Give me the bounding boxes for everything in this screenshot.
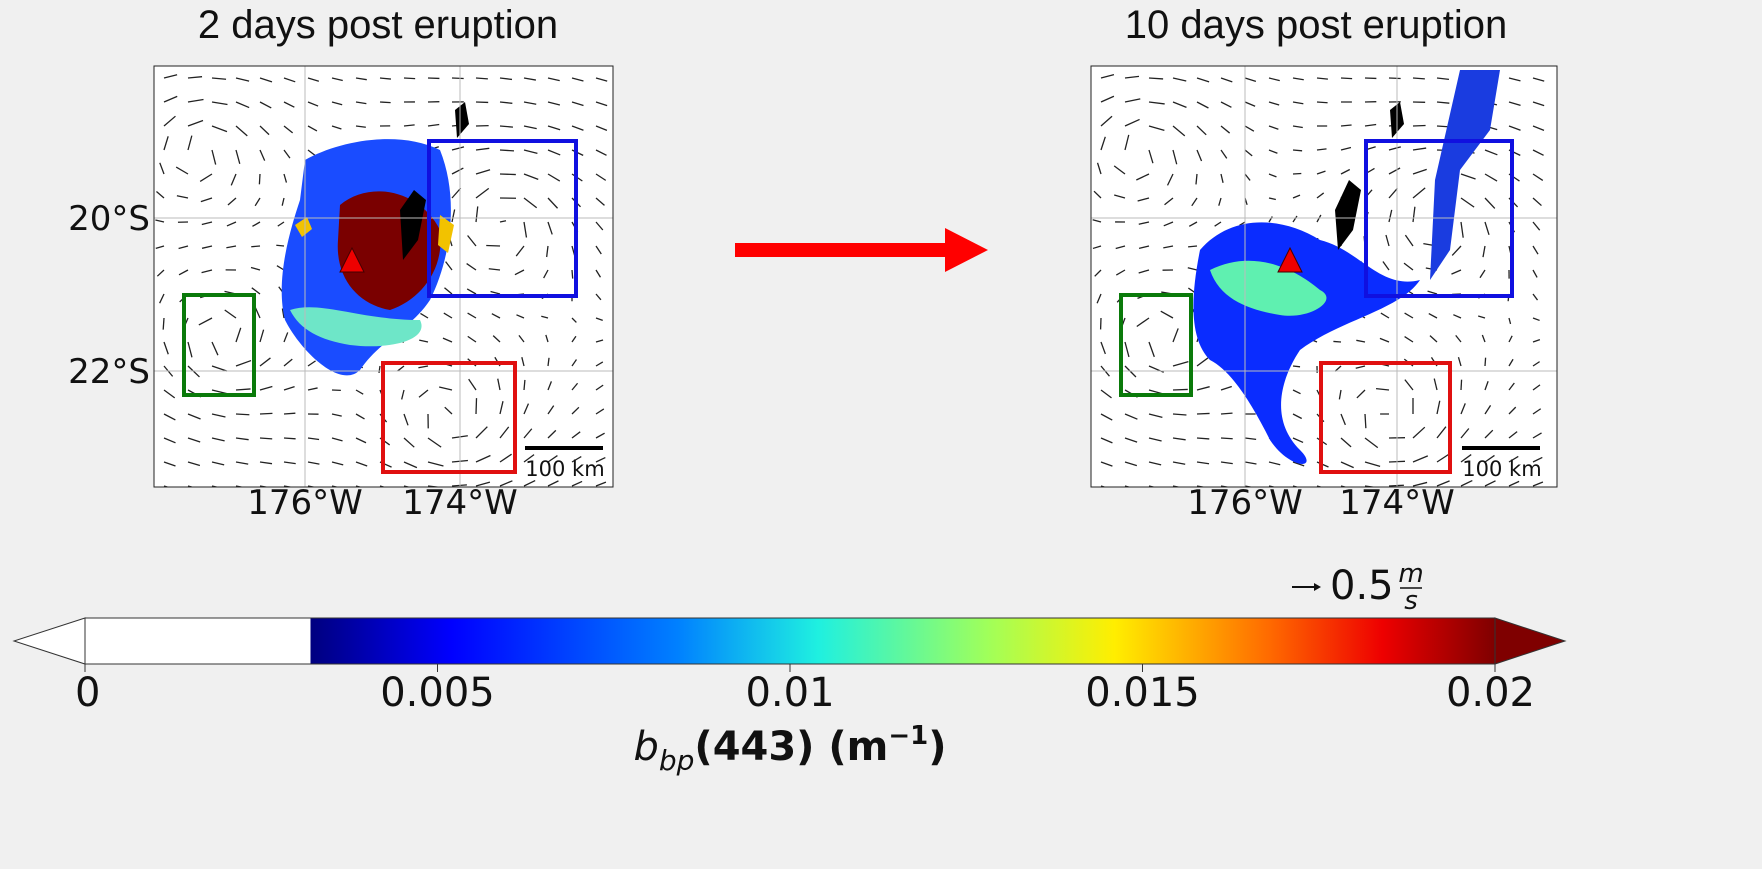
map-panel: 10 days post eruption 100 km 176°W 174°W <box>1091 3 1557 523</box>
velocity-arrow <box>1461 380 1462 390</box>
velocity-arrow <box>236 414 249 415</box>
key-unit: m <box>1398 559 1423 589</box>
scale-label: 100 km <box>1462 457 1541 481</box>
lon-label: 174°W <box>402 483 518 523</box>
velocity-arrow <box>1333 341 1341 342</box>
velocity-arrow <box>284 438 296 439</box>
lon-label: 176°W <box>247 483 363 523</box>
label-text: (443) (m <box>694 724 888 770</box>
colorbar-body <box>85 618 1495 664</box>
velocity-arrow <box>404 78 415 79</box>
velocity-arrow <box>1413 78 1425 79</box>
panel-title: 2 days post eruption <box>198 3 558 47</box>
velocity-arrow <box>1485 358 1486 366</box>
lon-label: 176°W <box>1187 483 1303 523</box>
velocity-arrow <box>1173 389 1188 390</box>
velocity-arrow <box>1221 413 1233 414</box>
label-symbol: b <box>633 724 658 770</box>
velocity-arrow <box>1317 102 1328 103</box>
colorbar-extend <box>1495 618 1565 664</box>
velocity-arrow <box>572 270 573 279</box>
velocity-arrow <box>476 398 477 414</box>
velocity-arrow <box>251 246 260 247</box>
label-superscript: −1 <box>888 721 928 751</box>
colorbar-tick-label: 0.005 <box>380 670 495 716</box>
velocity-arrow <box>524 380 525 390</box>
velocity-arrow <box>260 413 272 414</box>
lat-label: 20°S <box>68 199 150 239</box>
figure: 2 days post eruption 100 km 20°S 22°S 17… <box>0 0 1762 865</box>
colorbar-label: bbp(443) (m−1) <box>633 721 946 777</box>
velocity-arrow <box>1293 150 1302 151</box>
key-value: 0.5 <box>1330 563 1394 609</box>
label-subscript: bp <box>659 744 695 777</box>
velocity-arrow <box>163 318 164 330</box>
velocity-arrow <box>1221 438 1233 439</box>
velocity-arrow <box>1293 173 1301 174</box>
lon-label: 174°W <box>1339 483 1455 523</box>
colorbar-extend <box>14 618 85 664</box>
velocity-arrow <box>1188 246 1197 247</box>
key-unit: s <box>1404 586 1418 616</box>
velocity-arrow <box>1293 366 1300 367</box>
key-arrow-head <box>1314 583 1321 591</box>
scale-label: 100 km <box>525 457 604 481</box>
velocity-arrow <box>1365 414 1366 428</box>
velocity-arrow <box>500 174 516 175</box>
velocity-arrow <box>1197 413 1210 414</box>
panel-title: 10 days post eruption <box>1125 3 1507 47</box>
colorbar-tick-label: 0.01 <box>745 670 834 716</box>
colorbar: bbp(443) (m−1) 0 0.005 0.01 0.015 0.02 <box>14 618 1565 777</box>
colorbar-tick-label: 0.015 <box>1085 670 1200 716</box>
velocity-arrow <box>1341 78 1352 79</box>
velocity-arrow <box>476 78 488 79</box>
map-panel: 2 days post eruption 100 km 20°S 22°S 17… <box>68 3 613 523</box>
velocity-arrow <box>380 102 391 103</box>
lat-label: 22°S <box>68 352 150 392</box>
velocity-arrow <box>260 438 272 439</box>
colorbar-tick-label: 0 <box>75 670 100 716</box>
colorbar-tick-label: 0.02 <box>1446 670 1535 716</box>
velocity-arrow <box>276 245 284 246</box>
transition-arrow-head <box>945 228 988 272</box>
velocity-arrow <box>284 413 295 414</box>
vector-key: 0.5 m s <box>1292 559 1424 616</box>
velocity-arrow <box>259 174 260 184</box>
label-close: ) <box>928 724 946 770</box>
velocity-arrow <box>500 150 514 151</box>
velocity-arrow <box>452 78 464 79</box>
